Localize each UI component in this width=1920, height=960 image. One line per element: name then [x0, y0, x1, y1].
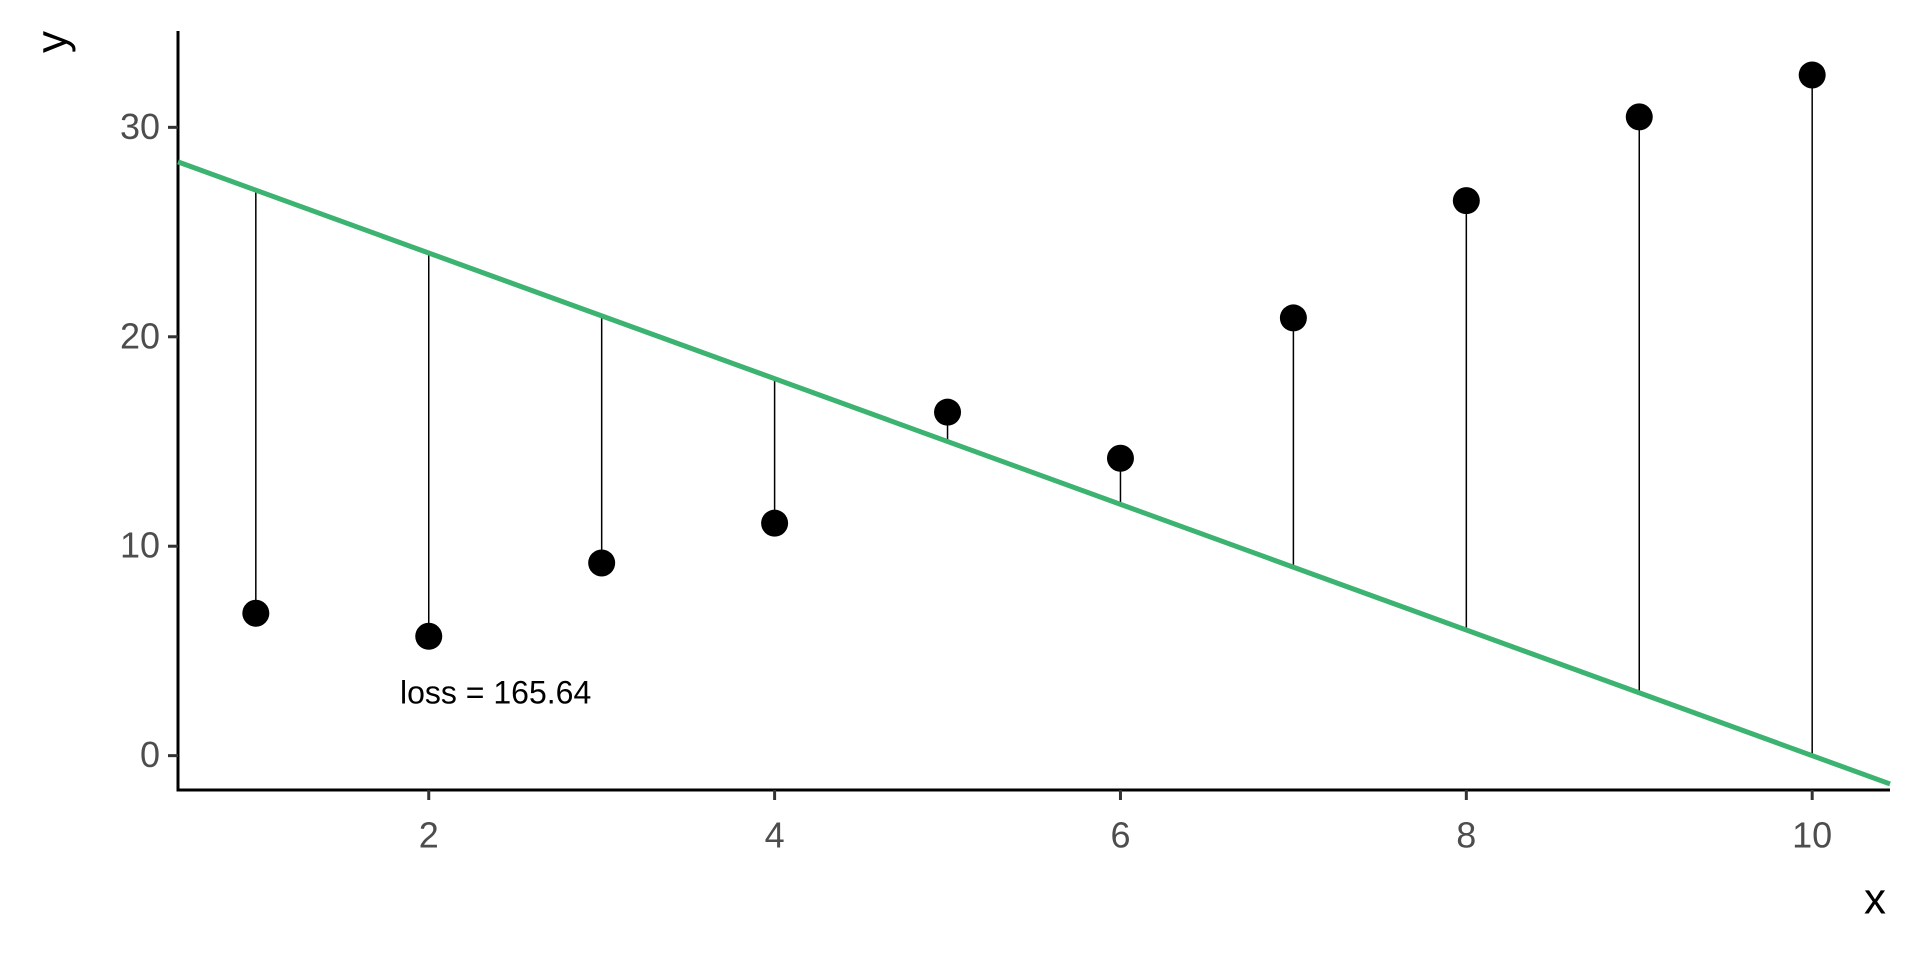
annotation: loss = 165.64 — [400, 674, 591, 710]
y-tick-label: 10 — [120, 525, 160, 566]
x-tick-label: 6 — [1110, 815, 1130, 856]
point — [1625, 103, 1653, 131]
point — [242, 599, 270, 627]
x-tick-label: 10 — [1792, 815, 1832, 856]
x-tick-label: 2 — [419, 815, 439, 856]
point — [415, 622, 443, 650]
point — [588, 549, 616, 577]
y-tick-label: 0 — [140, 734, 160, 775]
point — [761, 509, 789, 537]
fit-line — [177, 159, 1891, 787]
point — [1798, 61, 1826, 89]
point — [1279, 304, 1307, 332]
x-axis-title: x — [1864, 875, 1886, 924]
point — [1452, 187, 1480, 215]
y-tick-label: 20 — [120, 315, 160, 356]
point — [934, 398, 962, 426]
y-axis-title: y — [28, 31, 77, 53]
x-tick-label: 4 — [765, 815, 785, 856]
point — [1106, 444, 1134, 472]
x-tick-label: 8 — [1456, 815, 1476, 856]
y-tick-label: 30 — [120, 106, 160, 147]
